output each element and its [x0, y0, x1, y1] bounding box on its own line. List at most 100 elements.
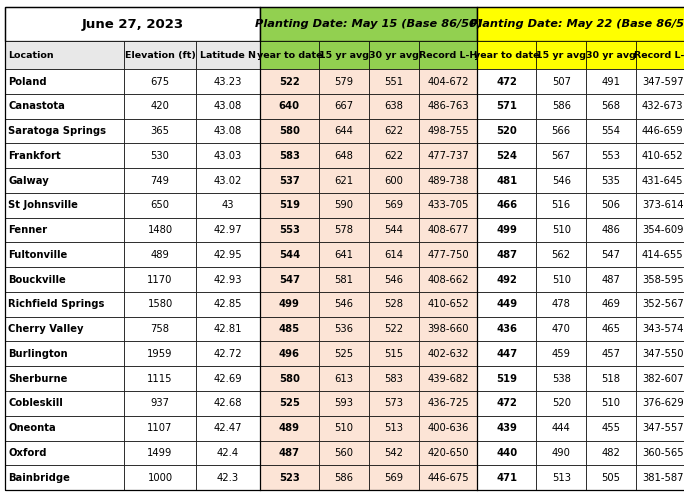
Bar — [369, 243, 419, 267]
Bar — [586, 143, 636, 168]
Text: 496: 496 — [279, 349, 300, 359]
Text: Location: Location — [8, 50, 54, 60]
Text: 569: 569 — [384, 201, 403, 210]
Bar — [636, 243, 684, 267]
Text: St Johnsville: St Johnsville — [8, 201, 78, 210]
Bar — [536, 143, 586, 168]
Bar — [319, 193, 369, 218]
Bar — [636, 391, 684, 416]
Text: 519: 519 — [279, 201, 300, 210]
Text: Cherry Valley: Cherry Valley — [8, 324, 83, 334]
Text: 499: 499 — [497, 225, 517, 235]
Bar — [319, 391, 369, 416]
Bar — [536, 292, 586, 317]
Text: 600: 600 — [384, 175, 403, 186]
Bar — [369, 119, 419, 143]
Text: 544: 544 — [278, 250, 300, 260]
Bar — [260, 341, 319, 366]
Text: 420-650: 420-650 — [428, 448, 469, 458]
Text: 553: 553 — [602, 151, 620, 161]
Text: 400-636: 400-636 — [428, 423, 469, 433]
Text: 536: 536 — [334, 324, 353, 334]
Text: 520: 520 — [497, 126, 517, 136]
Bar — [260, 391, 319, 416]
Bar — [586, 218, 636, 243]
Bar — [586, 465, 636, 490]
Text: 583: 583 — [384, 373, 403, 384]
Bar — [369, 168, 419, 193]
Text: 477-750: 477-750 — [428, 250, 469, 260]
Bar — [5, 119, 124, 143]
Text: Record L-H: Record L-H — [633, 50, 684, 60]
Text: 579: 579 — [334, 77, 353, 86]
Text: 758: 758 — [150, 324, 170, 334]
Bar — [419, 193, 477, 218]
Text: 42.47: 42.47 — [214, 423, 242, 433]
Bar — [477, 366, 536, 391]
Bar — [636, 341, 684, 366]
Bar — [319, 465, 369, 490]
Bar — [319, 143, 369, 168]
Bar — [419, 391, 477, 416]
Bar — [477, 292, 536, 317]
Bar — [196, 341, 260, 366]
Bar — [419, 94, 477, 119]
Text: 485: 485 — [279, 324, 300, 334]
Bar — [196, 143, 260, 168]
Text: 1107: 1107 — [147, 423, 173, 433]
Text: 650: 650 — [150, 201, 170, 210]
Text: 520: 520 — [552, 398, 570, 409]
Bar — [419, 143, 477, 168]
Text: 522: 522 — [384, 324, 403, 334]
Text: Planting Date: May 22 (Base 86/50): Planting Date: May 22 (Base 86/50) — [470, 19, 684, 29]
Bar — [419, 267, 477, 292]
Text: 554: 554 — [602, 126, 620, 136]
Text: Fenner: Fenner — [8, 225, 47, 235]
Text: 465: 465 — [602, 324, 620, 334]
Text: 1959: 1959 — [147, 349, 173, 359]
Bar — [586, 94, 636, 119]
Text: 538: 538 — [552, 373, 570, 384]
Text: 562: 562 — [552, 250, 570, 260]
Text: 513: 513 — [552, 473, 570, 483]
Bar — [260, 143, 319, 168]
Text: 523: 523 — [279, 473, 300, 483]
Text: 410-652: 410-652 — [642, 151, 683, 161]
Bar — [536, 243, 586, 267]
Text: 43.08: 43.08 — [214, 126, 242, 136]
Text: 472: 472 — [497, 77, 517, 86]
Bar — [5, 465, 124, 490]
Bar — [124, 119, 196, 143]
Bar — [5, 7, 260, 41]
Bar — [419, 41, 477, 69]
Bar — [196, 218, 260, 243]
Text: Poland: Poland — [8, 77, 47, 86]
Text: 382-607: 382-607 — [642, 373, 683, 384]
Bar — [124, 465, 196, 490]
Text: 522: 522 — [279, 77, 300, 86]
Bar — [124, 267, 196, 292]
Text: 398-660: 398-660 — [428, 324, 469, 334]
Bar — [5, 218, 124, 243]
Text: 525: 525 — [279, 398, 300, 409]
Text: 436: 436 — [497, 324, 517, 334]
Bar — [124, 143, 196, 168]
Text: 667: 667 — [334, 101, 353, 111]
Bar — [536, 317, 586, 341]
Text: Latitude N: Latitude N — [200, 50, 256, 60]
Bar — [477, 267, 536, 292]
Bar — [260, 7, 477, 41]
Bar — [419, 317, 477, 341]
Text: 43.23: 43.23 — [214, 77, 242, 86]
Text: year to date: year to date — [256, 50, 322, 60]
Text: 510: 510 — [334, 423, 353, 433]
Text: 641: 641 — [334, 250, 353, 260]
Bar — [477, 119, 536, 143]
Text: 937: 937 — [150, 398, 170, 409]
Text: 42.97: 42.97 — [214, 225, 242, 235]
Bar — [536, 366, 586, 391]
Text: year to date: year to date — [474, 50, 540, 60]
Bar — [319, 317, 369, 341]
Bar — [586, 119, 636, 143]
Text: 414-655: 414-655 — [642, 250, 683, 260]
